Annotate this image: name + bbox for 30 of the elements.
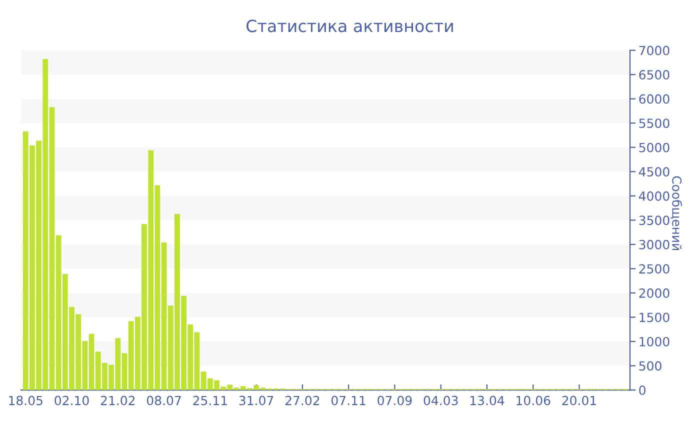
y-tick-label: 0 (639, 385, 646, 395)
y-tick-label: 4000 (638, 191, 670, 201)
x-tick-label: 08.07 (146, 396, 181, 406)
x-tick-label: 10.06 (516, 396, 550, 406)
y-tick-label: 5500 (639, 118, 670, 128)
y-tick-label: 6500 (639, 70, 670, 80)
x-tick-label: 13.04 (470, 396, 504, 406)
x-tick-label: 31.07 (239, 396, 274, 406)
x-tick-label: 27.02 (285, 396, 320, 406)
y-tick-label: 7000 (639, 46, 670, 56)
chart-title: Статистика активности (246, 20, 453, 32)
x-tick-label: 04.03 (424, 396, 458, 406)
y-tick-label: 2000 (639, 288, 670, 298)
y-tick-label: 4500 (638, 167, 670, 177)
x-tick-label: 25.11 (193, 396, 227, 406)
x-tick-label: 07.09 (378, 396, 412, 406)
y-axis-title: Сообщений (670, 176, 682, 250)
y-tick-label: 6000 (639, 94, 670, 104)
x-tick-label: 21.02 (100, 396, 135, 406)
y-tick-label: 3000 (639, 240, 670, 250)
y-tick-label: 3500 (639, 216, 670, 226)
x-tick-label: 20.01 (562, 396, 596, 406)
x-tick-label: 02.10 (54, 396, 89, 406)
y-tick-label: 1500 (640, 312, 670, 322)
y-tick-label: 500 (639, 361, 662, 371)
x-tick-label: 18.05 (9, 396, 42, 406)
y-tick-label: 2500 (639, 264, 670, 274)
x-tick-label: 07.11 (332, 396, 366, 406)
y-tick-label: 1000 (640, 336, 670, 346)
y-tick-label: 5000 (639, 142, 670, 152)
